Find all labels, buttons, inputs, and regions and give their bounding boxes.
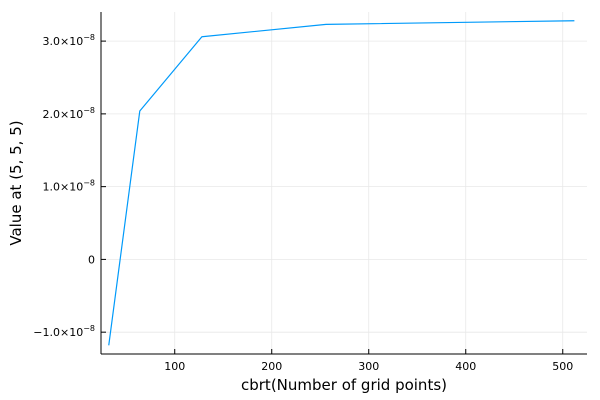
y-axis-label: Value at (5, 5, 5): [7, 120, 25, 245]
y-tick-label-1: 0: [88, 253, 95, 266]
grid-layer: [101, 12, 587, 354]
series-line-0: [108, 20, 575, 346]
x-tick-label-4: 500: [552, 360, 573, 373]
x-tick-label-3: 400: [455, 360, 476, 373]
series-layer: [108, 20, 575, 346]
y-tick-label-2: 1.0×10−8: [42, 179, 95, 194]
x-tick-label-2: 300: [358, 360, 379, 373]
x-tick-label-1: 200: [261, 360, 282, 373]
axes-layer: [100, 12, 587, 355]
tick-layer: 100 200 300 400 500 −1.0×10−8 0 1.0×10−8 2.0×10−…: [33, 33, 573, 373]
x-tick-label-0: 100: [164, 360, 185, 373]
x-axis-label: cbrt(Number of grid points): [241, 376, 447, 394]
y-tick-label-0: −1.0×10−8: [33, 324, 95, 339]
y-tick-label-4: 3.0×10−8: [42, 33, 95, 48]
y-tick-label-3: 2.0×10−8: [42, 106, 95, 121]
